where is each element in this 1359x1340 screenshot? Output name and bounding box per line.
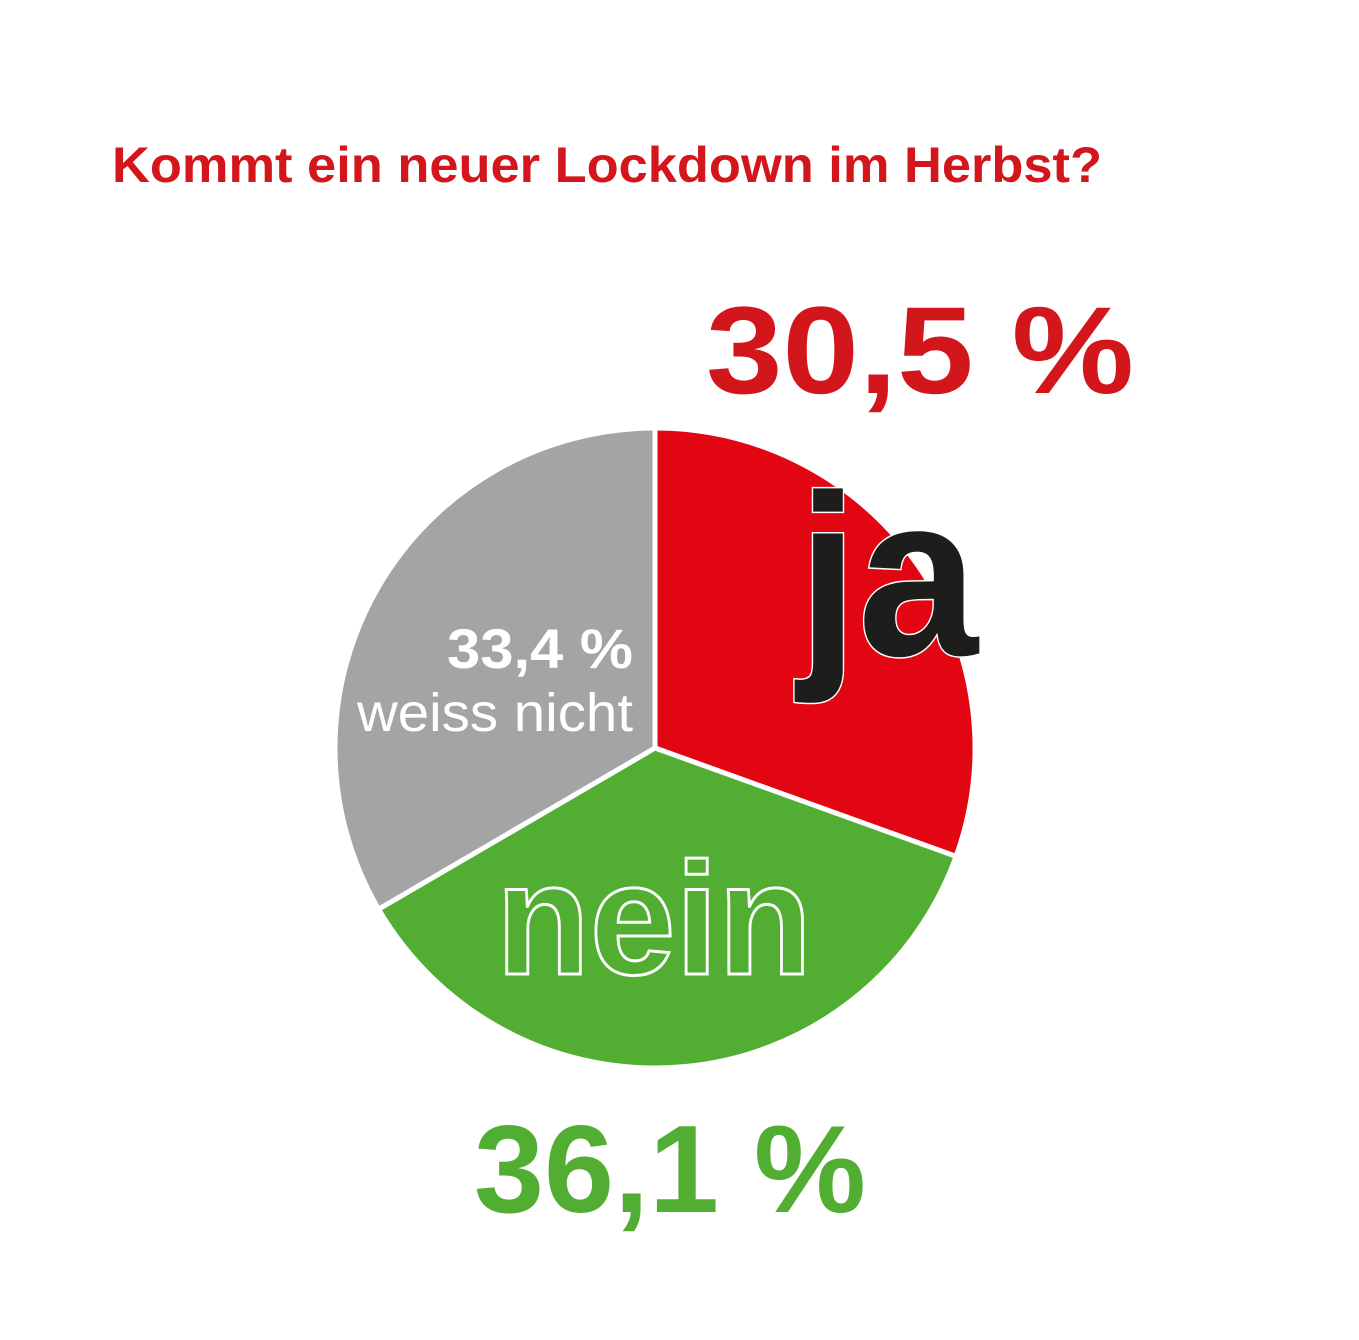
pie-slices: [332, 425, 978, 1071]
pie-slice-weiss-nicht: [332, 425, 658, 912]
pie-slice-ja: [652, 425, 978, 859]
ja-category-label: ja: [794, 447, 980, 704]
nein-value-label: 36,1 %: [474, 1101, 866, 1239]
weiss-nicht-value-label: 33,4 %: [447, 617, 633, 680]
ja-value-label: 30,5 %: [706, 282, 1134, 420]
pie-slice-nein: [376, 745, 959, 1071]
nein-category-label: nein: [496, 829, 812, 1008]
weiss-nicht-category-label: weiss nicht: [356, 683, 633, 743]
chart-title: Kommt ein neuer Lockdown im Herbst?: [112, 137, 1102, 193]
